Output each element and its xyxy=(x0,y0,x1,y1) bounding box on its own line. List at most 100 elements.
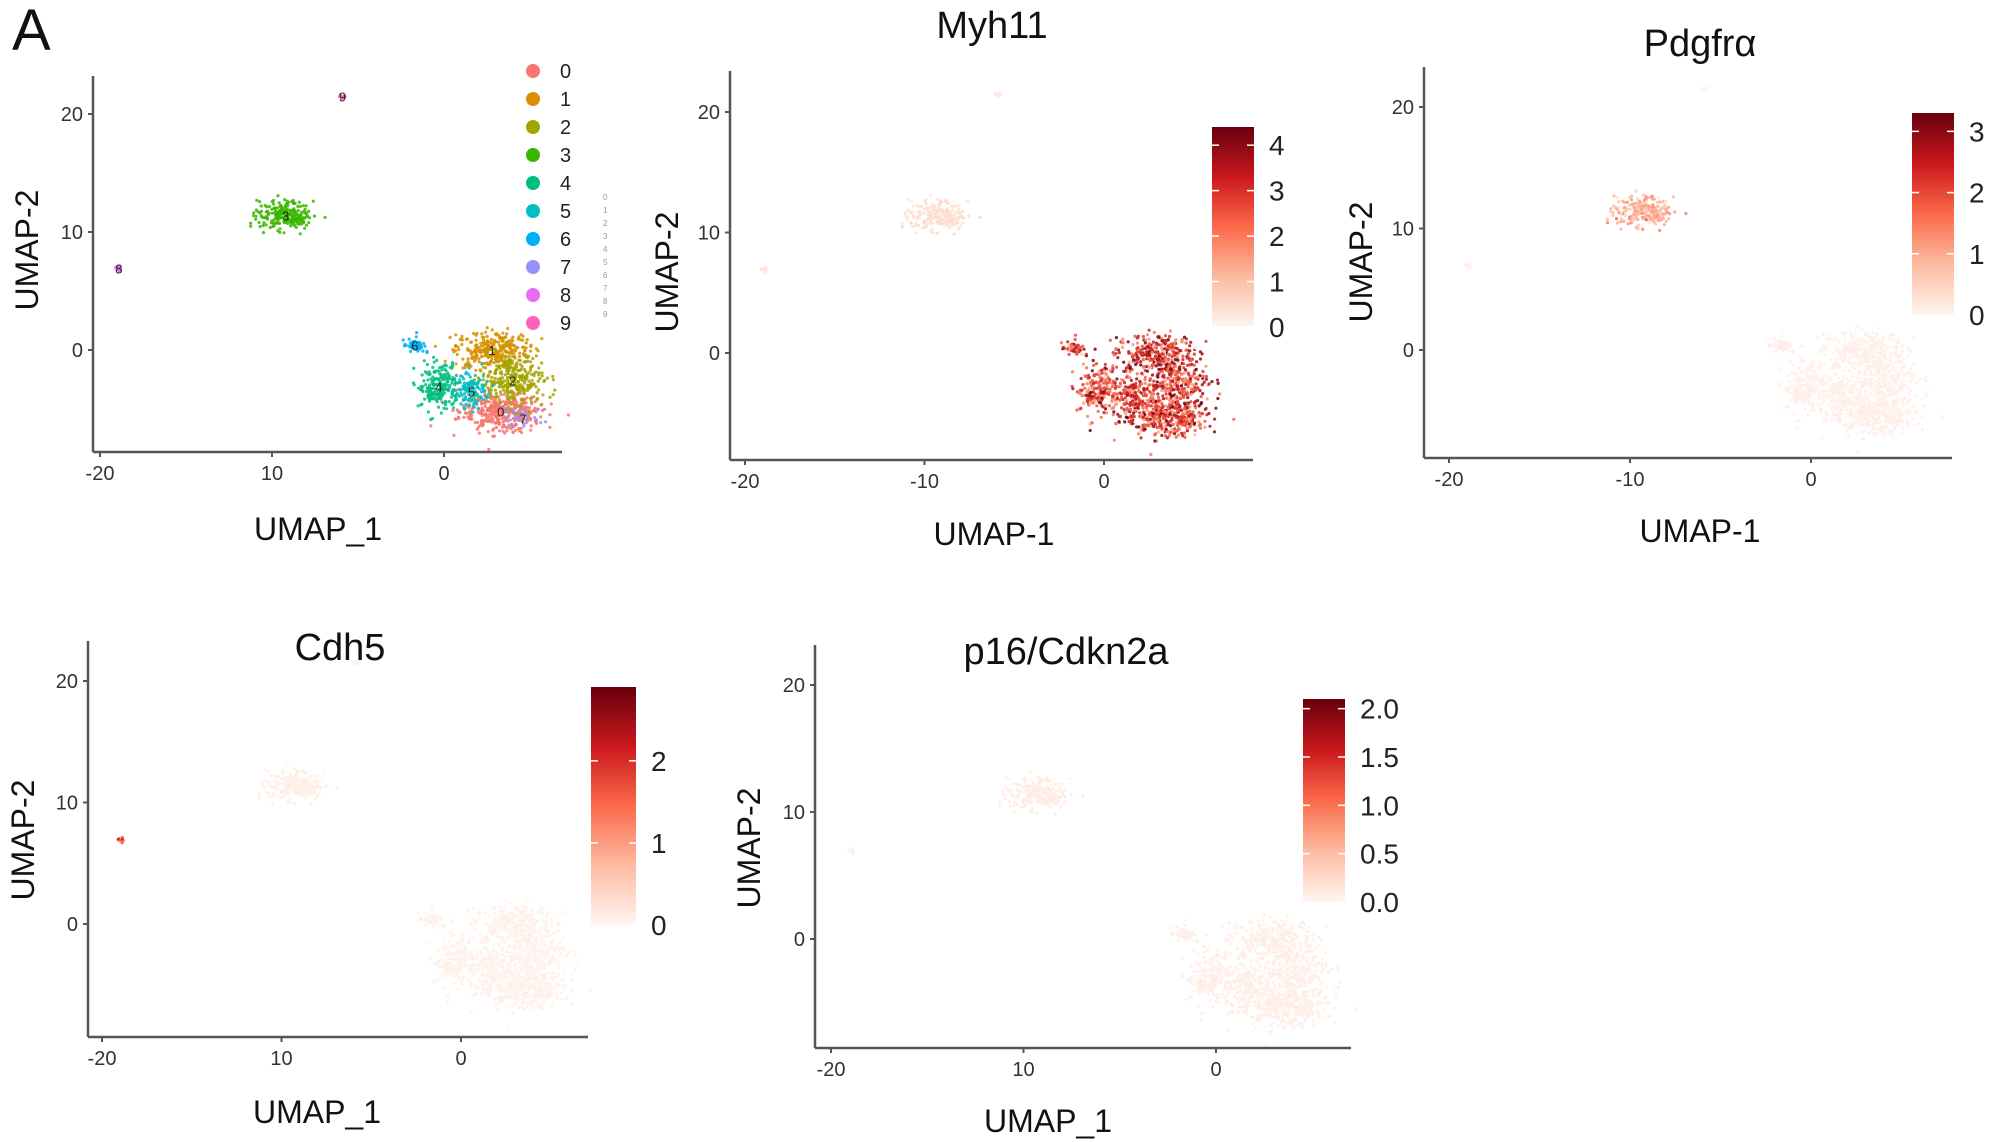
data-point xyxy=(1191,414,1195,418)
data-point xyxy=(272,206,276,210)
data-point xyxy=(1849,355,1853,359)
data-point xyxy=(1897,390,1901,394)
data-point xyxy=(1859,360,1863,364)
data-point xyxy=(1141,365,1146,369)
data-point xyxy=(1656,204,1660,208)
data-point xyxy=(1642,208,1646,212)
data-point xyxy=(1819,350,1823,354)
data-point xyxy=(1892,345,1896,349)
data-point xyxy=(1166,358,1170,363)
data-point xyxy=(1076,343,1080,347)
data-point xyxy=(1901,382,1905,387)
data-point xyxy=(1890,332,1894,336)
data-point xyxy=(907,198,911,202)
data-point xyxy=(457,348,461,352)
data-point xyxy=(1653,206,1657,210)
data-point xyxy=(1140,344,1144,348)
data-point xyxy=(1898,385,1902,389)
data-point xyxy=(1191,383,1195,387)
data-point xyxy=(1874,356,1878,360)
data-point xyxy=(1847,368,1851,373)
secondary-legend-label: 3 xyxy=(603,232,608,241)
data-point xyxy=(302,209,306,213)
data-point xyxy=(1838,396,1842,400)
data-point xyxy=(1127,360,1131,364)
data-point xyxy=(421,384,425,388)
data-point xyxy=(1135,425,1139,429)
data-point xyxy=(1617,205,1621,209)
data-point xyxy=(501,429,505,433)
data-point xyxy=(1073,337,1077,342)
data-point xyxy=(1811,375,1815,379)
data-point xyxy=(539,421,543,425)
data-point xyxy=(1859,406,1863,410)
data-point xyxy=(1796,398,1800,402)
data-point xyxy=(1883,393,1887,397)
data-point xyxy=(1868,391,1872,395)
data-point xyxy=(426,378,430,382)
data-point xyxy=(518,358,522,362)
data-point xyxy=(1123,411,1127,415)
data-point xyxy=(1887,429,1891,433)
data-point xyxy=(935,219,939,223)
data-point xyxy=(1148,424,1152,428)
data-point xyxy=(1878,428,1882,432)
data-point xyxy=(443,403,448,407)
data-point xyxy=(1837,419,1842,423)
data-point xyxy=(444,383,448,387)
data-point xyxy=(1871,331,1875,335)
data-point xyxy=(930,222,934,226)
data-point xyxy=(1858,370,1862,374)
data-point xyxy=(1216,396,1220,401)
data-point xyxy=(1904,384,1908,388)
data-point xyxy=(1667,217,1671,221)
data-point xyxy=(1891,400,1895,404)
data-point xyxy=(507,354,511,359)
data-point xyxy=(1115,396,1119,400)
data-point xyxy=(1850,399,1854,403)
data-point xyxy=(468,349,472,353)
y-axis-title: UMAP-2 xyxy=(9,190,45,311)
data-point xyxy=(295,221,299,226)
data-point xyxy=(1147,364,1151,368)
data-point xyxy=(493,388,498,392)
data-point xyxy=(1210,380,1214,384)
data-point xyxy=(487,447,491,451)
data-point xyxy=(1912,375,1916,379)
colorbar-label: 0 xyxy=(1969,300,1985,331)
data-point xyxy=(293,210,297,214)
data-point xyxy=(486,429,490,434)
data-point xyxy=(913,224,917,228)
data-point xyxy=(1161,397,1166,401)
data-point xyxy=(1118,398,1122,402)
data-point xyxy=(905,217,910,222)
y-axis-title: UMAP-2 xyxy=(1343,202,1379,323)
data-point xyxy=(1876,397,1880,401)
data-point xyxy=(1827,337,1832,342)
data-point xyxy=(1153,355,1158,359)
data-point xyxy=(1824,417,1828,421)
data-point xyxy=(507,423,511,427)
data-point xyxy=(1839,355,1843,359)
data-point xyxy=(1658,200,1662,204)
data-point xyxy=(1817,391,1822,396)
data-point xyxy=(1872,360,1876,364)
data-point xyxy=(1851,338,1855,342)
data-point xyxy=(1143,393,1147,397)
data-point xyxy=(1852,406,1857,410)
data-point xyxy=(1850,350,1854,354)
data-point xyxy=(1875,340,1879,344)
data-point xyxy=(1893,389,1898,393)
data-point xyxy=(1878,377,1882,381)
data-point xyxy=(481,420,485,424)
data-point xyxy=(500,382,504,386)
data-point xyxy=(1135,372,1139,376)
data-point xyxy=(487,400,491,404)
data-point xyxy=(450,363,455,367)
data-point xyxy=(553,388,557,392)
data-point xyxy=(1830,417,1834,421)
data-point xyxy=(1196,377,1200,381)
data-point xyxy=(1852,347,1856,351)
data-point xyxy=(1130,352,1134,356)
data-point xyxy=(1898,371,1902,376)
